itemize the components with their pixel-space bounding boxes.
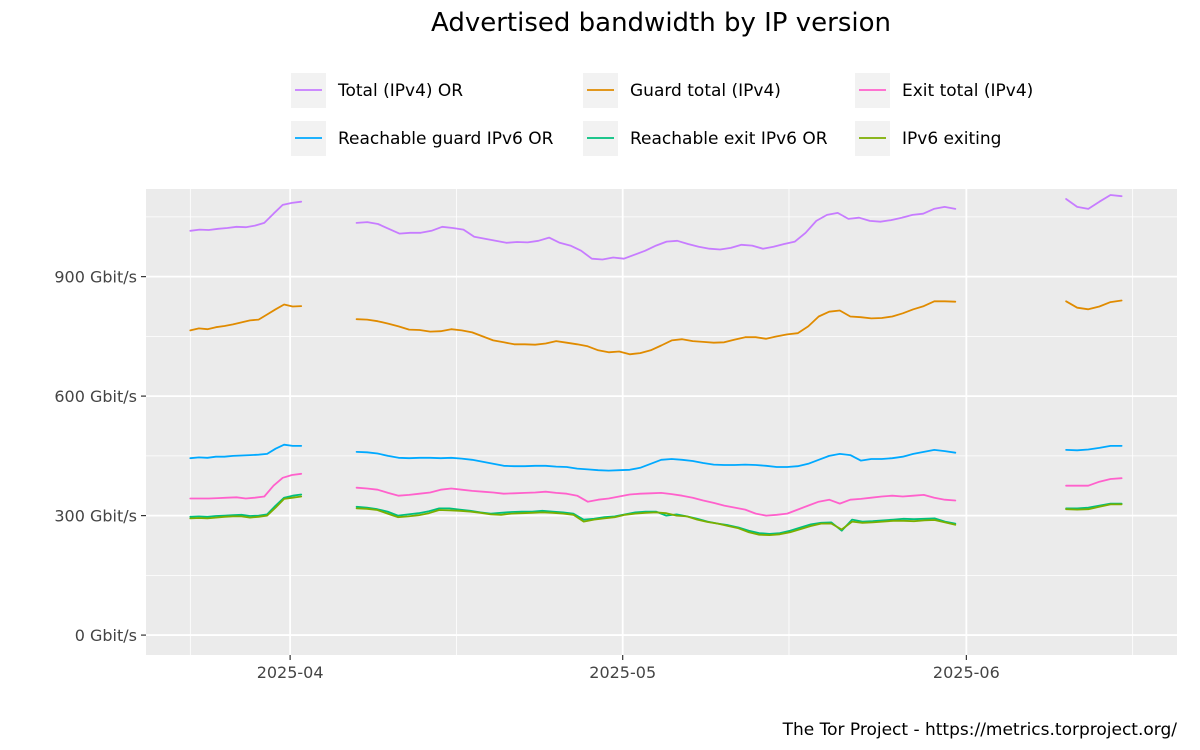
x-tick-label: 2025-05 <box>589 663 656 682</box>
legend-label: Total (IPv4) OR <box>337 81 463 101</box>
series-line <box>1065 503 1123 511</box>
series-line <box>1065 194 1123 210</box>
chart-caption: The Tor Project - https://metrics.torpro… <box>782 720 1178 740</box>
series-line <box>1065 299 1123 311</box>
series-6 <box>189 495 1123 536</box>
series-3 <box>189 472 1123 517</box>
series-line <box>189 443 303 460</box>
y-tick-label: 0 Gbit/s <box>75 626 137 645</box>
x-tick-label: 2025-04 <box>257 663 324 682</box>
chart-title: Advertised bandwidth by IP version <box>431 8 891 38</box>
series-line <box>189 200 303 232</box>
grid-major <box>146 189 1177 655</box>
y-axis: 0 Gbit/s 300 Gbit/s 600 Gbit/s 900 Gbit/s <box>54 268 146 645</box>
series-line <box>355 300 957 356</box>
series-line <box>355 448 957 472</box>
series-line <box>355 507 957 536</box>
grid-minor <box>146 189 1177 655</box>
series-line <box>1065 444 1123 452</box>
legend-label: IPv6 exiting <box>902 129 1001 149</box>
x-axis: 2025-04 2025-05 2025-06 <box>257 655 1000 682</box>
series-line <box>189 495 303 520</box>
legend-label: Reachable exit IPv6 OR <box>630 129 828 149</box>
series-line <box>189 303 303 332</box>
series-line <box>355 205 957 261</box>
series-line <box>355 486 957 517</box>
legend-label: Guard total (IPv4) <box>630 81 781 101</box>
series-2 <box>189 299 1123 356</box>
series-line <box>189 493 303 518</box>
plot-panel <box>146 189 1177 655</box>
series-4 <box>189 443 1123 472</box>
series-line <box>1065 477 1123 487</box>
series-line <box>189 472 303 500</box>
legend-item: Guard total (IPv4) <box>583 73 781 108</box>
legend: Total (IPv4) OR Guard total (IPv4) Exit to… <box>291 73 1033 156</box>
series-1 <box>189 194 1123 261</box>
legend-item: IPv6 exiting <box>855 121 1001 156</box>
y-tick-label: 600 Gbit/s <box>54 387 137 406</box>
legend-label: Exit total (IPv4) <box>902 81 1033 101</box>
legend-label: Reachable guard IPv6 OR <box>338 129 554 149</box>
legend-item: Reachable exit IPv6 OR <box>583 121 828 156</box>
x-tick-label: 2025-06 <box>933 663 1000 682</box>
y-tick-label: 300 Gbit/s <box>54 507 137 526</box>
legend-item: Total (IPv4) OR <box>291 73 463 108</box>
legend-item: Exit total (IPv4) <box>855 73 1033 108</box>
legend-item: Reachable guard IPv6 OR <box>291 121 554 156</box>
series-layer <box>189 194 1123 536</box>
y-tick-label: 900 Gbit/s <box>54 268 137 287</box>
